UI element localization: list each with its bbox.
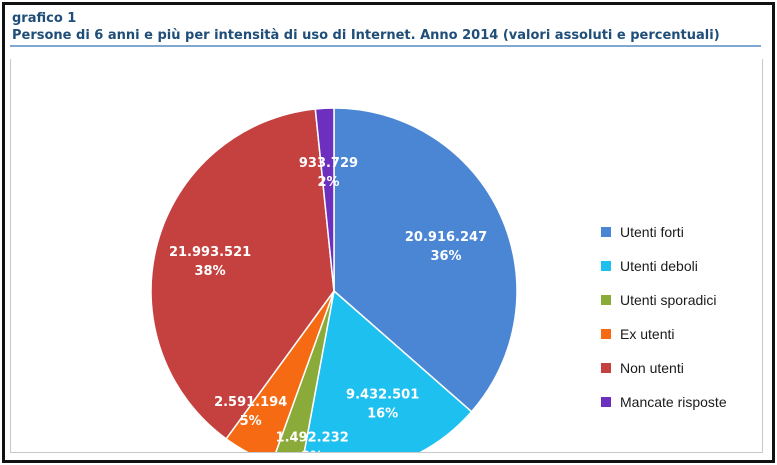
legend-label-utenti-forti: Utenti forti	[620, 224, 684, 240]
legend-label-ex-utenti: Ex utenti	[620, 326, 675, 342]
pie-slice-non-utenti	[150, 108, 335, 440]
legend-swatch-utenti-forti	[601, 227, 611, 237]
data-label-percent-utenti-deboli: 16%	[367, 406, 398, 421]
data-label-percent-ex-utenti: 5%	[240, 414, 262, 429]
legend-swatch-ex-utenti	[601, 329, 611, 339]
legend-label-utenti-deboli: Utenti deboli	[620, 258, 698, 274]
data-label-percent-utenti-sporadici: 3%	[301, 449, 323, 452]
legend-label-non-utenti: Non utenti	[620, 360, 684, 376]
plot-area: 20.916.247 36% 9.432.501 16% 1.492.232 3% 2.59…	[10, 59, 763, 453]
legend-swatch-non-utenti	[601, 363, 611, 373]
legend-swatch-mancate-risposte	[601, 397, 611, 407]
legend-item-mancate-risposte: Mancate risposte	[601, 385, 771, 419]
pie-slice-mancate-risposte	[314, 107, 335, 292]
data-label-value-utenti-forti: 20.916.247	[405, 230, 487, 245]
data-label-value-utenti-sporadici: 1.492.232	[276, 430, 349, 445]
pie-slice-utenti-forti	[333, 107, 518, 413]
legend-item-utenti-deboli: Utenti deboli	[601, 249, 771, 283]
data-label-percent-mancate-risposte: 2%	[317, 175, 339, 190]
legend-item-ex-utenti: Ex utenti	[601, 317, 771, 351]
legend-item-utenti-forti: Utenti forti	[601, 215, 771, 249]
legend-item-utenti-sporadici: Utenti sporadici	[601, 283, 771, 317]
figure-number: grafico 1	[12, 11, 77, 26]
legend: Utenti forti Utenti deboli Utenti sporadic…	[601, 215, 771, 419]
data-label-percent-non-utenti: 38%	[195, 264, 226, 279]
legend-label-mancate-risposte: Mancate risposte	[620, 394, 727, 410]
legend-label-utenti-sporadici: Utenti sporadici	[620, 292, 717, 308]
figure-header: grafico 1 Persone di 6 anni e più per in…	[10, 11, 761, 47]
pie-slice-utenti-sporadici	[275, 290, 335, 452]
legend-swatch-utenti-deboli	[601, 261, 611, 271]
data-label-value-mancate-risposte: 933.729	[299, 156, 358, 171]
chart-title: Persone di 6 anni e più per intensità di…	[12, 28, 720, 43]
pie-chart: 20.916.247 36% 9.432.501 16% 1.492.232 3% 2.59…	[150, 107, 518, 452]
data-label-value-utenti-deboli: 9.432.501	[346, 387, 419, 402]
data-label-value-non-utenti: 21.993.521	[169, 245, 251, 260]
title-divider	[10, 45, 761, 47]
pie-slice-utenti-deboli	[303, 289, 473, 452]
legend-swatch-utenti-sporadici	[601, 295, 611, 305]
legend-item-non-utenti: Non utenti	[601, 351, 771, 385]
data-label-percent-utenti-forti: 36%	[430, 249, 461, 264]
data-label-value-ex-utenti: 2.591.194	[214, 395, 287, 410]
